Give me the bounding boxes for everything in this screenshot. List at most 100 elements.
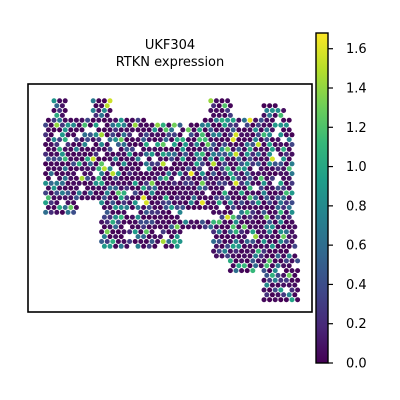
expression-spot <box>143 239 149 244</box>
expression-spot <box>244 142 250 147</box>
expression-spot <box>241 224 247 230</box>
expression-spot <box>275 292 281 298</box>
expression-spot <box>127 161 133 167</box>
expression-spot <box>199 142 205 147</box>
expression-spot <box>233 190 239 196</box>
expression-spot <box>247 205 253 210</box>
expression-spot <box>233 258 239 264</box>
expression-spot <box>222 180 228 186</box>
expression-spot <box>73 156 79 162</box>
expression-spot <box>188 200 194 206</box>
expression-spot <box>258 234 264 240</box>
expression-spot <box>222 219 228 225</box>
expression-spot <box>255 229 261 235</box>
expression-spot <box>57 195 63 201</box>
expression-spot <box>174 137 180 143</box>
expression-spot <box>51 108 57 113</box>
expression-spot <box>127 171 133 177</box>
expression-spot <box>244 239 250 244</box>
expression-spot <box>107 234 113 240</box>
expression-spot <box>177 142 183 147</box>
expression-spot <box>129 214 135 220</box>
expression-spot <box>135 137 141 143</box>
expression-spot <box>258 263 264 269</box>
expression-spot <box>194 122 200 128</box>
expression-spot <box>269 253 275 259</box>
expression-spot <box>146 146 152 152</box>
expression-spot <box>48 122 54 128</box>
expression-spot <box>225 234 231 240</box>
expression-spot <box>216 200 222 206</box>
expression-spot <box>54 200 60 206</box>
expression-spot <box>239 258 245 264</box>
expression-spot <box>171 180 177 186</box>
expression-spot <box>138 132 144 138</box>
expression-spot <box>113 214 119 220</box>
expression-spot <box>194 132 200 138</box>
expression-spot <box>205 180 211 186</box>
expression-spot <box>253 253 259 259</box>
expression-spot <box>222 122 228 128</box>
expression-spot <box>110 151 116 157</box>
expression-spot <box>225 224 231 230</box>
expression-spot <box>272 142 278 147</box>
expression-spot <box>48 190 54 196</box>
expression-spot <box>149 151 155 157</box>
expression-spot <box>124 117 130 123</box>
expression-spot <box>236 234 242 240</box>
expression-spot <box>71 151 77 157</box>
expression-spot <box>104 142 110 147</box>
expression-spot <box>101 98 107 104</box>
expression-spot <box>281 205 287 210</box>
expression-spot <box>163 146 169 152</box>
expression-spot <box>96 166 102 172</box>
expression-spot <box>269 224 275 230</box>
expression-spot <box>225 127 231 133</box>
expression-spot <box>54 190 60 196</box>
expression-spot <box>250 180 256 186</box>
expression-spot <box>107 127 113 133</box>
expression-spot <box>202 127 208 133</box>
expression-spot <box>269 205 275 210</box>
expression-spot <box>213 205 219 210</box>
expression-spot <box>149 190 155 196</box>
expression-spot <box>107 156 113 162</box>
expression-spot <box>289 297 295 303</box>
expression-spot <box>45 166 51 172</box>
expression-spot <box>82 180 88 186</box>
expression-spot <box>278 151 284 157</box>
expression-spot <box>225 175 231 181</box>
expression-spot <box>258 166 264 172</box>
expression-spot <box>205 171 211 177</box>
expression-spot <box>216 171 222 177</box>
expression-spot <box>113 195 119 201</box>
expression-spot <box>157 137 163 143</box>
expression-spot <box>233 180 239 186</box>
plot-title-line-1: UKF304 <box>145 38 195 53</box>
expression-spot <box>65 200 71 206</box>
colorbar-tick-label: 0.4 <box>346 278 367 293</box>
expression-spot <box>104 103 110 109</box>
expression-spot <box>90 98 96 104</box>
expression-spot <box>283 239 289 244</box>
expression-spot <box>65 180 71 186</box>
expression-spot <box>107 117 113 123</box>
expression-spot <box>205 122 211 128</box>
expression-spot <box>101 243 107 249</box>
expression-spot <box>166 219 172 225</box>
expression-spot <box>222 151 228 157</box>
expression-spot <box>135 214 141 220</box>
expression-spot <box>57 127 63 133</box>
expression-spot <box>155 142 161 147</box>
expression-spot <box>202 205 208 210</box>
expression-spot <box>57 137 63 143</box>
expression-spot <box>205 151 211 157</box>
expression-spot <box>236 146 242 152</box>
expression-spot <box>278 200 284 206</box>
expression-spot <box>275 146 281 152</box>
expression-spot <box>272 112 278 118</box>
expression-spot <box>233 142 239 147</box>
expression-spot <box>275 185 281 191</box>
expression-spot <box>216 122 222 128</box>
expression-spot <box>124 146 130 152</box>
